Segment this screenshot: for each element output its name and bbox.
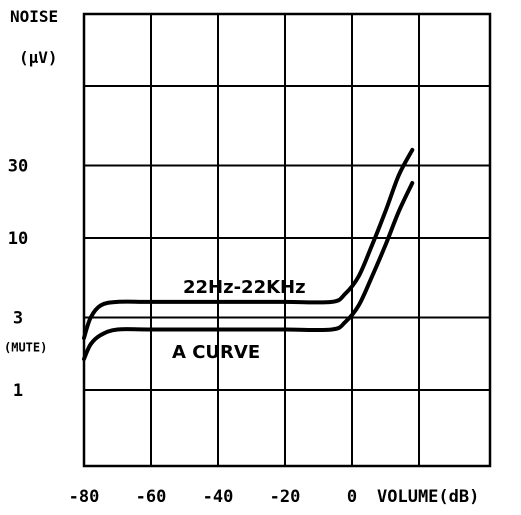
grid-layer	[82, 12, 492, 468]
series-label-a-curve: A CURVE	[172, 342, 260, 363]
x-tick-label: -60	[136, 487, 167, 507]
y-tick-label: 1	[13, 381, 23, 401]
y-tick-label: 30	[8, 156, 28, 176]
x-axis-title: VOLUME(dB)	[377, 487, 479, 507]
series-line-0	[82, 147, 415, 340]
curve-layer	[82, 147, 415, 361]
x-tick-label: -80	[69, 487, 100, 507]
series-line-1	[82, 181, 415, 361]
y-axis-title-line2: (μV)	[19, 48, 58, 67]
y-mute-label: (MUTE)	[4, 341, 47, 355]
x-tick-label: -20	[270, 487, 301, 507]
plot-frame	[82, 12, 492, 468]
series-label-22hz-22khz: 22Hz-22KHz	[183, 277, 306, 298]
label-layer: NOISE (μV) 22Hz-22KHz A CURVE VOLUME(dB)…	[4, 7, 479, 507]
y-tick-label: 10	[8, 229, 28, 249]
x-tick-label: -40	[203, 487, 234, 507]
x-tick-label: 0	[347, 487, 357, 507]
y-axis-title-line1: NOISE	[10, 7, 58, 26]
y-tick-label: 3	[13, 308, 23, 328]
